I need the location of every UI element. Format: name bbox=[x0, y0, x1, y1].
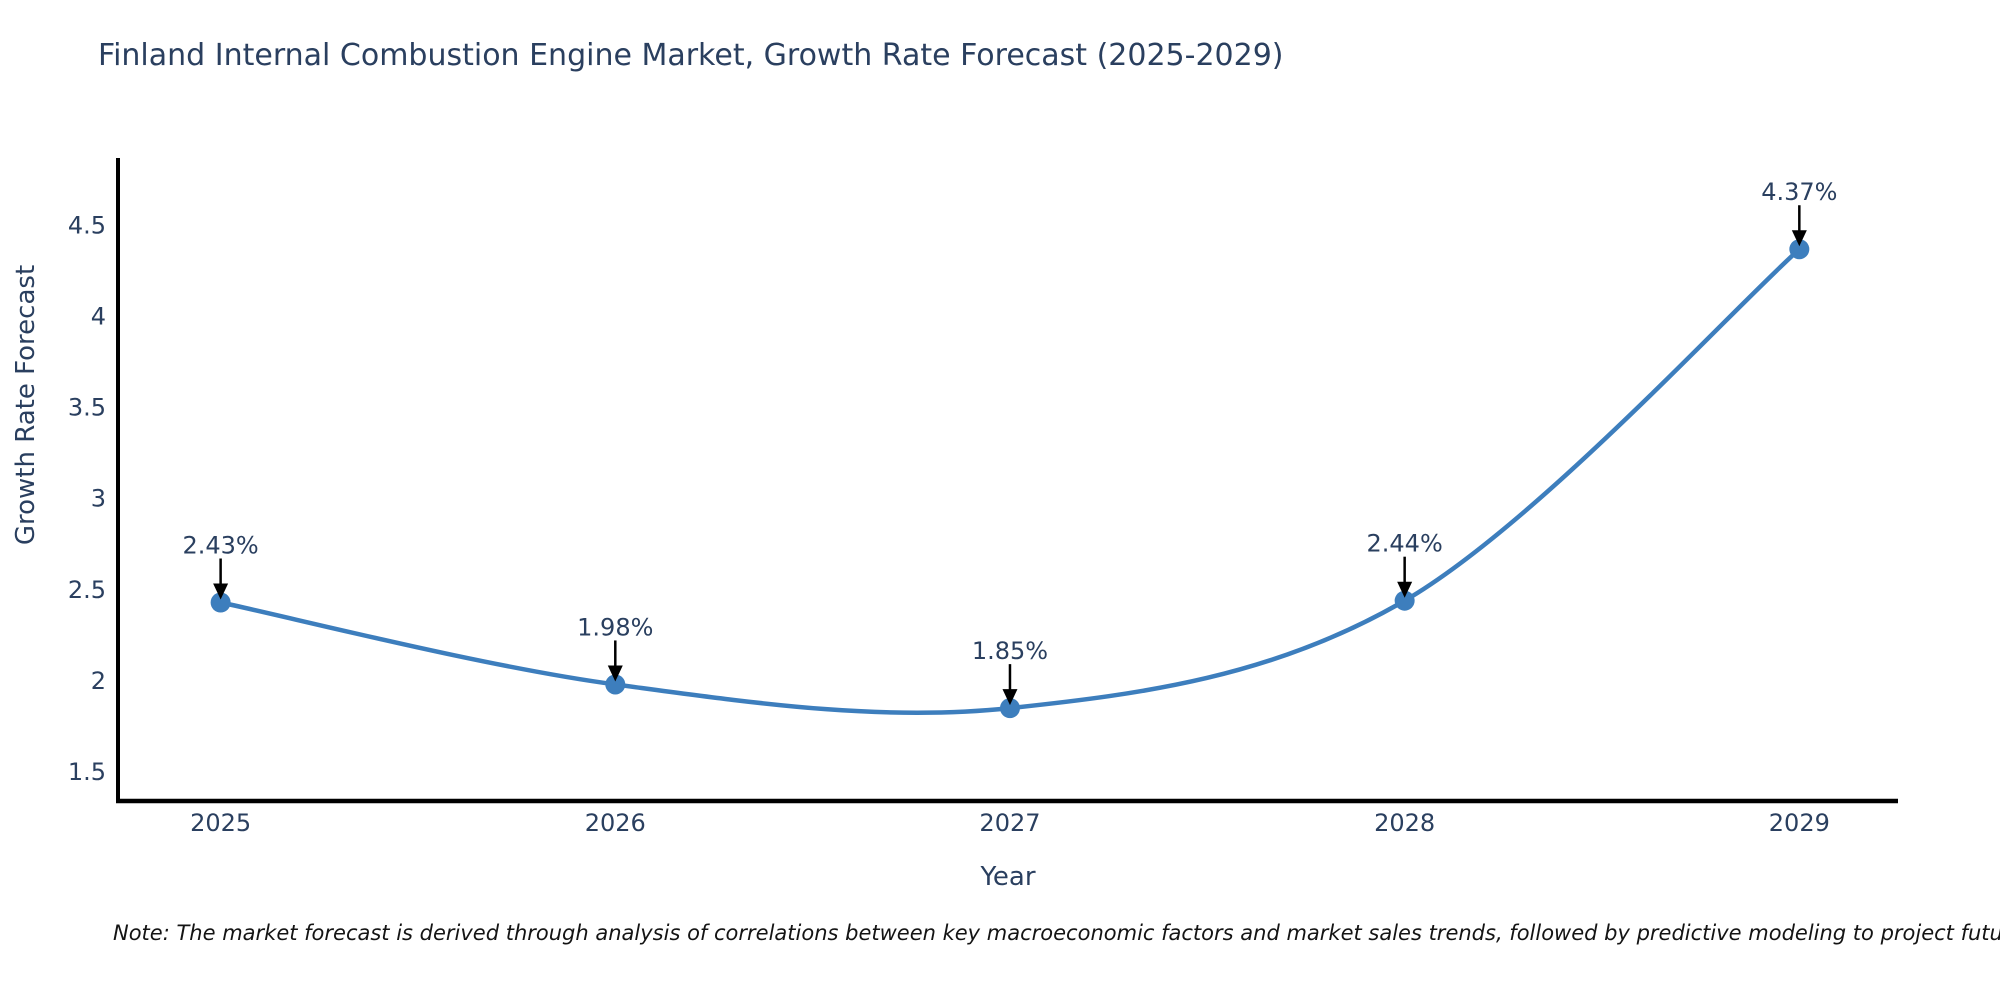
data-point-marker-2027 bbox=[999, 698, 1020, 719]
x-tick-label: 2028 bbox=[1374, 809, 1435, 837]
annotation-label: 2.44% bbox=[1367, 530, 1443, 558]
annotations: 2.43% 1.98% 1.85% 2.44% 4.37% bbox=[182, 178, 1837, 706]
annotation-arrowhead bbox=[1397, 581, 1413, 598]
data-point-marker-2026 bbox=[605, 674, 626, 695]
series bbox=[210, 239, 1810, 719]
chart-title: Finland Internal Combustion Engine Marke… bbox=[98, 38, 1284, 73]
annotation-label: 1.98% bbox=[577, 613, 653, 641]
series-line bbox=[218, 246, 1802, 716]
y-tick-label: 1.5 bbox=[68, 758, 106, 786]
annotation-arrowhead bbox=[213, 583, 229, 600]
annotation-label: 2.43% bbox=[182, 532, 258, 560]
data-point-marker-2025 bbox=[210, 592, 231, 613]
x-tick-label: 2027 bbox=[979, 809, 1040, 837]
y-axis-label: Growth Rate Forecast bbox=[11, 265, 41, 545]
x-tick-label: 2025 bbox=[190, 809, 251, 837]
annotation-label: 4.37% bbox=[1761, 178, 1837, 206]
annotation-arrowhead bbox=[1002, 689, 1018, 706]
footnote: Note: The market forecast is derived thr… bbox=[113, 921, 2000, 945]
y-tick-label: 2.5 bbox=[68, 576, 106, 604]
annotation-arrowhead bbox=[1791, 230, 1807, 247]
y-tick-label: 4 bbox=[91, 303, 106, 331]
data-point-marker-2029 bbox=[1789, 239, 1810, 260]
x-axis-label: Year bbox=[979, 862, 1035, 892]
y-tick-label: 3 bbox=[91, 485, 106, 513]
y-tick-label: 2 bbox=[91, 667, 106, 695]
x-tick-label: 2029 bbox=[1769, 809, 1830, 837]
annotation-label: 1.85% bbox=[972, 637, 1048, 665]
y-tick-label: 3.5 bbox=[68, 394, 106, 422]
x-tick-labels: 2025 2026 2027 2028 2029 bbox=[190, 809, 1830, 837]
y-tick-label: 4.5 bbox=[68, 212, 106, 240]
x-tick-label: 2026 bbox=[585, 809, 646, 837]
annotation-arrowhead bbox=[607, 665, 623, 682]
y-tick-labels: 1.5 2 2.5 3 3.5 4 4.5 bbox=[68, 212, 106, 786]
data-point-marker-2028 bbox=[1394, 590, 1415, 611]
